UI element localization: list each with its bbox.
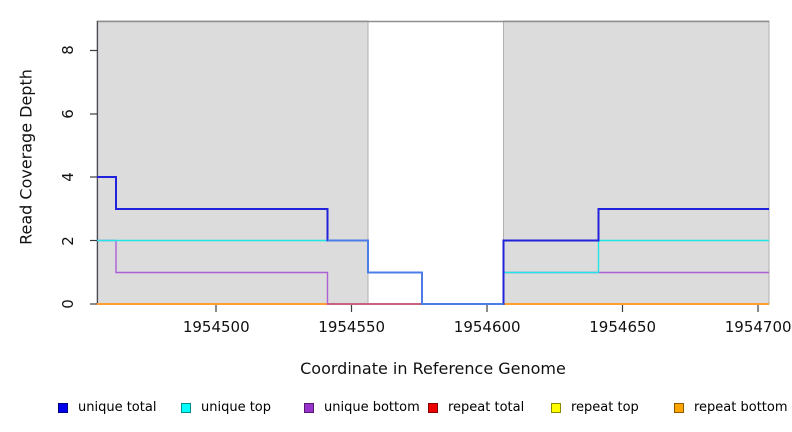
legend-item-unique-top: unique top <box>181 399 271 416</box>
y-tick-label: 2 <box>59 235 77 246</box>
y-tick-label: 0 <box>59 299 77 309</box>
legend-label: unique total <box>78 400 157 415</box>
legend-swatch-icon <box>674 402 684 413</box>
shaded-region <box>96 20 369 305</box>
legend-label: repeat bottom <box>694 400 788 415</box>
legend-label: repeat top <box>571 400 639 415</box>
legend-swatch-icon <box>58 402 68 413</box>
legend-item-repeat-top: repeat top <box>551 399 639 416</box>
x-axis-title: Coordinate in Reference Genome <box>300 359 566 378</box>
legend-swatch-icon <box>304 402 314 413</box>
x-tick-label: 1954650 <box>589 318 657 336</box>
legend-label: unique bottom <box>324 400 420 415</box>
y-tick-label: 8 <box>59 45 77 56</box>
x-tick-label: 1954500 <box>182 318 250 336</box>
legend-item-repeat-total: repeat total <box>428 399 524 416</box>
legend-item-unique-bottom: unique bottom <box>304 399 420 416</box>
legend-swatch-icon <box>181 402 191 413</box>
legend-swatch-icon <box>428 402 438 413</box>
x-tick-label: 1954600 <box>453 318 521 336</box>
legend-label: unique top <box>201 400 272 415</box>
legend-item-unique-total: unique total <box>58 399 156 416</box>
legend-label: repeat total <box>448 400 525 415</box>
y-axis-title: Read Coverage Depth <box>16 69 36 245</box>
legend-swatch-icon <box>551 402 561 413</box>
legend: unique total unique top unique bottom repea… <box>0 399 792 419</box>
x-tick-label: 1954550 <box>318 318 386 336</box>
shaded-region <box>503 20 770 305</box>
overlap-unique-total <box>327 239 504 305</box>
y-tick-label: 6 <box>59 109 77 119</box>
y-tick-label: 4 <box>59 172 77 183</box>
x-tick-label: 1954700 <box>724 318 792 336</box>
legend-item-repeat-bottom: repeat bottom <box>674 399 788 416</box>
